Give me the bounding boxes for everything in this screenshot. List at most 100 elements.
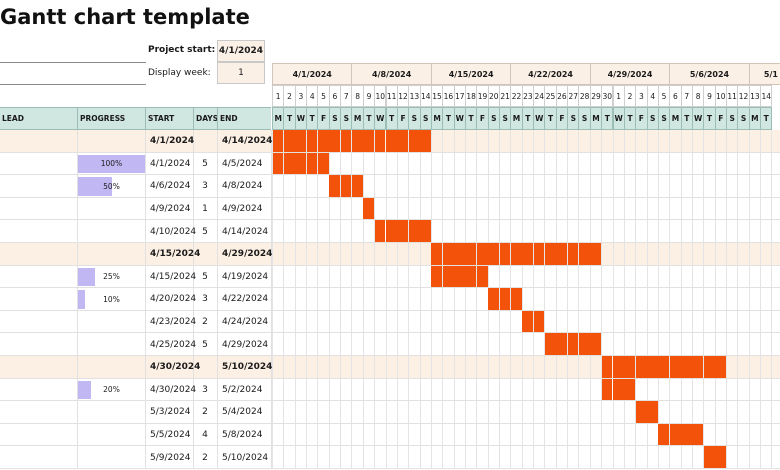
task-row[interactable]: 100% 4/1/2024 5 4/5/2024 <box>0 152 780 176</box>
duration-days[interactable] <box>193 356 217 379</box>
day-gridline <box>306 356 308 378</box>
day-gridline <box>306 220 308 242</box>
col-header-progress[interactable]: PROGRESS <box>77 107 145 130</box>
phase-row[interactable]: 4/30/2024 5/10/2024 <box>0 356 780 379</box>
start-date[interactable]: 5/3/2024 <box>150 407 191 418</box>
phase-row[interactable]: 4/1/2024 4/14/2024 <box>0 130 780 153</box>
project-start-input[interactable]: 4/1/2024 <box>217 40 265 62</box>
task-row[interactable]: 50% 4/6/2024 3 4/8/2024 <box>0 175 780 198</box>
day-gridline <box>680 175 682 197</box>
gantt-bar-cell <box>647 401 658 423</box>
day-gridline <box>578 378 580 401</box>
day-gridline <box>476 175 478 197</box>
day-gridline <box>521 423 523 446</box>
end-date[interactable]: 5/8/2024 <box>222 430 263 441</box>
end-date[interactable]: 4/5/2024 <box>222 158 263 169</box>
duration-days[interactable]: 3 <box>202 181 208 192</box>
day-gridline <box>294 243 296 265</box>
day-gridline <box>328 197 330 220</box>
day-gridline <box>657 310 659 333</box>
end-date[interactable]: 4/14/2024 <box>222 226 269 237</box>
day-gridline <box>442 378 444 401</box>
col-header-end[interactable]: END <box>217 107 271 130</box>
gantt-bar-cell <box>306 130 318 152</box>
column-divider <box>271 446 272 468</box>
duration-days[interactable] <box>193 130 217 153</box>
duration-days[interactable]: 3 <box>202 384 208 395</box>
end-date[interactable]: 4/29/2024 <box>222 339 269 350</box>
day-gridline <box>272 288 273 310</box>
duration-days[interactable]: 3 <box>202 294 208 305</box>
end-date[interactable]: 4/9/2024 <box>222 204 263 215</box>
day-gridline <box>635 175 637 197</box>
start-date[interactable]: 4/23/2024 <box>150 317 197 328</box>
display-week-input[interactable]: 1 <box>217 62 265 84</box>
task-row[interactable]: 4/25/2024 5 4/29/2024 <box>0 333 780 356</box>
end-date[interactable]: 4/22/2024 <box>222 294 269 305</box>
end-date[interactable]: 4/8/2024 <box>222 181 263 192</box>
column-divider <box>145 401 146 423</box>
start-date[interactable]: 4/15/2024 <box>150 249 201 260</box>
task-row[interactable]: 25% 4/15/2024 5 4/19/2024 <box>0 265 780 289</box>
start-date[interactable]: 4/30/2024 <box>150 384 197 395</box>
task-row[interactable]: 4/9/2024 1 4/9/2024 <box>0 197 780 221</box>
day-gridline <box>396 265 398 288</box>
start-date[interactable]: 4/30/2024 <box>150 362 201 373</box>
start-date[interactable]: 4/10/2024 <box>150 226 197 237</box>
day-gridline <box>657 220 659 242</box>
col-header-start[interactable]: START <box>145 107 193 130</box>
duration-days[interactable]: 5 <box>202 158 208 169</box>
start-date[interactable]: 4/1/2024 <box>150 158 191 169</box>
duration-days[interactable]: 2 <box>202 407 208 418</box>
end-date[interactable]: 4/19/2024 <box>222 271 269 282</box>
end-date[interactable]: 4/14/2024 <box>222 136 273 147</box>
day-gridline <box>680 401 682 423</box>
duration-days[interactable]: 1 <box>202 204 208 215</box>
duration-days[interactable]: 4 <box>202 430 208 441</box>
task-row[interactable]: 5/9/2024 2 5/10/2024 <box>0 446 780 469</box>
end-date[interactable]: 4/24/2024 <box>222 317 269 328</box>
duration-days[interactable]: 2 <box>202 452 208 463</box>
end-date[interactable]: 5/10/2024 <box>222 452 269 463</box>
day-gridline <box>544 401 546 423</box>
start-date[interactable]: 4/1/2024 <box>150 136 195 147</box>
end-date[interactable]: 5/4/2024 <box>222 407 263 418</box>
start-date[interactable]: 4/20/2024 <box>150 294 197 305</box>
task-row[interactable]: 20% 4/30/2024 3 5/2/2024 <box>0 378 780 402</box>
start-date[interactable]: 4/6/2024 <box>150 181 191 192</box>
column-divider <box>193 446 194 468</box>
day-gridline <box>555 130 557 152</box>
start-date[interactable]: 4/25/2024 <box>150 339 197 350</box>
end-date[interactable]: 5/2/2024 <box>222 384 263 395</box>
day-gridline <box>623 152 625 175</box>
start-date[interactable]: 4/9/2024 <box>150 204 191 215</box>
day-gridline <box>623 175 625 197</box>
duration-days[interactable]: 2 <box>202 317 208 328</box>
end-date[interactable]: 5/10/2024 <box>222 362 273 373</box>
day-gridline <box>464 310 466 333</box>
duration-days[interactable]: 5 <box>202 226 208 237</box>
col-header-days[interactable]: DAYS <box>193 107 218 130</box>
start-date[interactable]: 4/15/2024 <box>150 271 197 282</box>
day-gridline <box>714 130 716 152</box>
start-date[interactable]: 5/9/2024 <box>150 452 191 463</box>
task-row[interactable]: 4/23/2024 2 4/24/2024 <box>0 310 780 334</box>
start-date[interactable]: 5/5/2024 <box>150 430 191 441</box>
duration-days[interactable] <box>193 243 217 266</box>
task-row[interactable]: 5/5/2024 4 5/8/2024 <box>0 423 780 447</box>
day-gridline <box>771 130 773 152</box>
day-gridline <box>612 265 614 288</box>
task-row[interactable]: 10% 4/20/2024 3 4/22/2024 <box>0 288 780 311</box>
duration-days[interactable]: 5 <box>202 339 208 350</box>
task-row[interactable]: 4/10/2024 5 4/14/2024 <box>0 220 780 243</box>
phase-row[interactable]: 4/15/2024 4/29/2024 <box>0 243 780 266</box>
day-gridline <box>328 446 330 468</box>
day-gridline <box>396 333 398 355</box>
end-date[interactable]: 4/29/2024 <box>222 249 273 260</box>
day-gridline <box>385 378 387 401</box>
task-row[interactable]: 5/3/2024 2 5/4/2024 <box>0 401 780 424</box>
gantt-bar-cell <box>658 356 670 378</box>
column-divider <box>271 265 272 288</box>
duration-days[interactable]: 5 <box>202 271 208 282</box>
col-header-lead[interactable]: LEAD <box>0 107 77 130</box>
